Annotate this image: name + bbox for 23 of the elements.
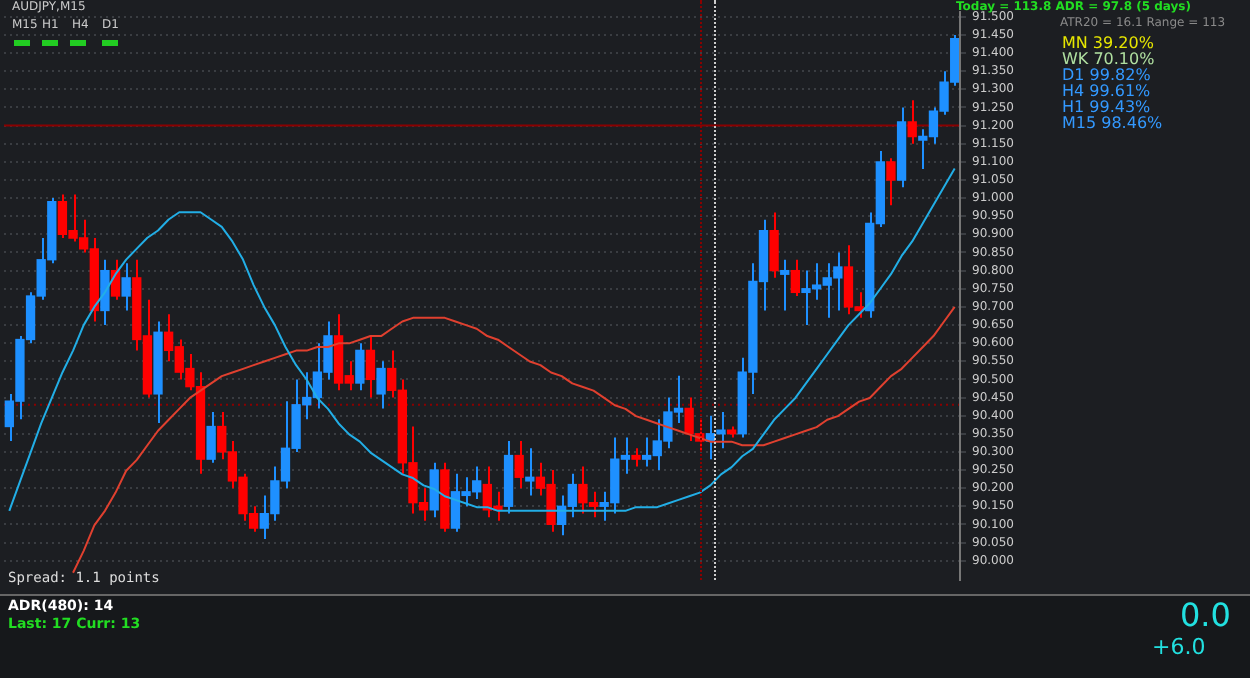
candlestick xyxy=(355,342,365,392)
candlestick xyxy=(100,258,110,327)
text: 0.0 xyxy=(1180,596,1231,634)
candlestick xyxy=(790,258,801,297)
text: +6.0 xyxy=(1152,634,1206,660)
candlestick xyxy=(907,99,917,145)
candlestick xyxy=(514,440,524,490)
candlestick xyxy=(365,334,376,399)
text: H1 99.43% xyxy=(1062,98,1151,116)
candlestick xyxy=(429,461,439,519)
text: D1 99.82% xyxy=(1062,66,1151,84)
text: WK 70.10% xyxy=(1062,50,1155,68)
text: M15 98.46% xyxy=(1062,114,1163,132)
candlestick xyxy=(780,258,790,312)
candlestick xyxy=(631,447,641,468)
candlestick xyxy=(886,157,896,207)
candlestick xyxy=(769,211,779,279)
text: MN 39.20% xyxy=(1062,34,1154,52)
candlestick xyxy=(376,360,386,410)
candlestick xyxy=(206,411,216,464)
candlestick xyxy=(525,447,535,497)
candlestick xyxy=(121,262,131,312)
text: H4 99.61% xyxy=(1062,82,1151,100)
